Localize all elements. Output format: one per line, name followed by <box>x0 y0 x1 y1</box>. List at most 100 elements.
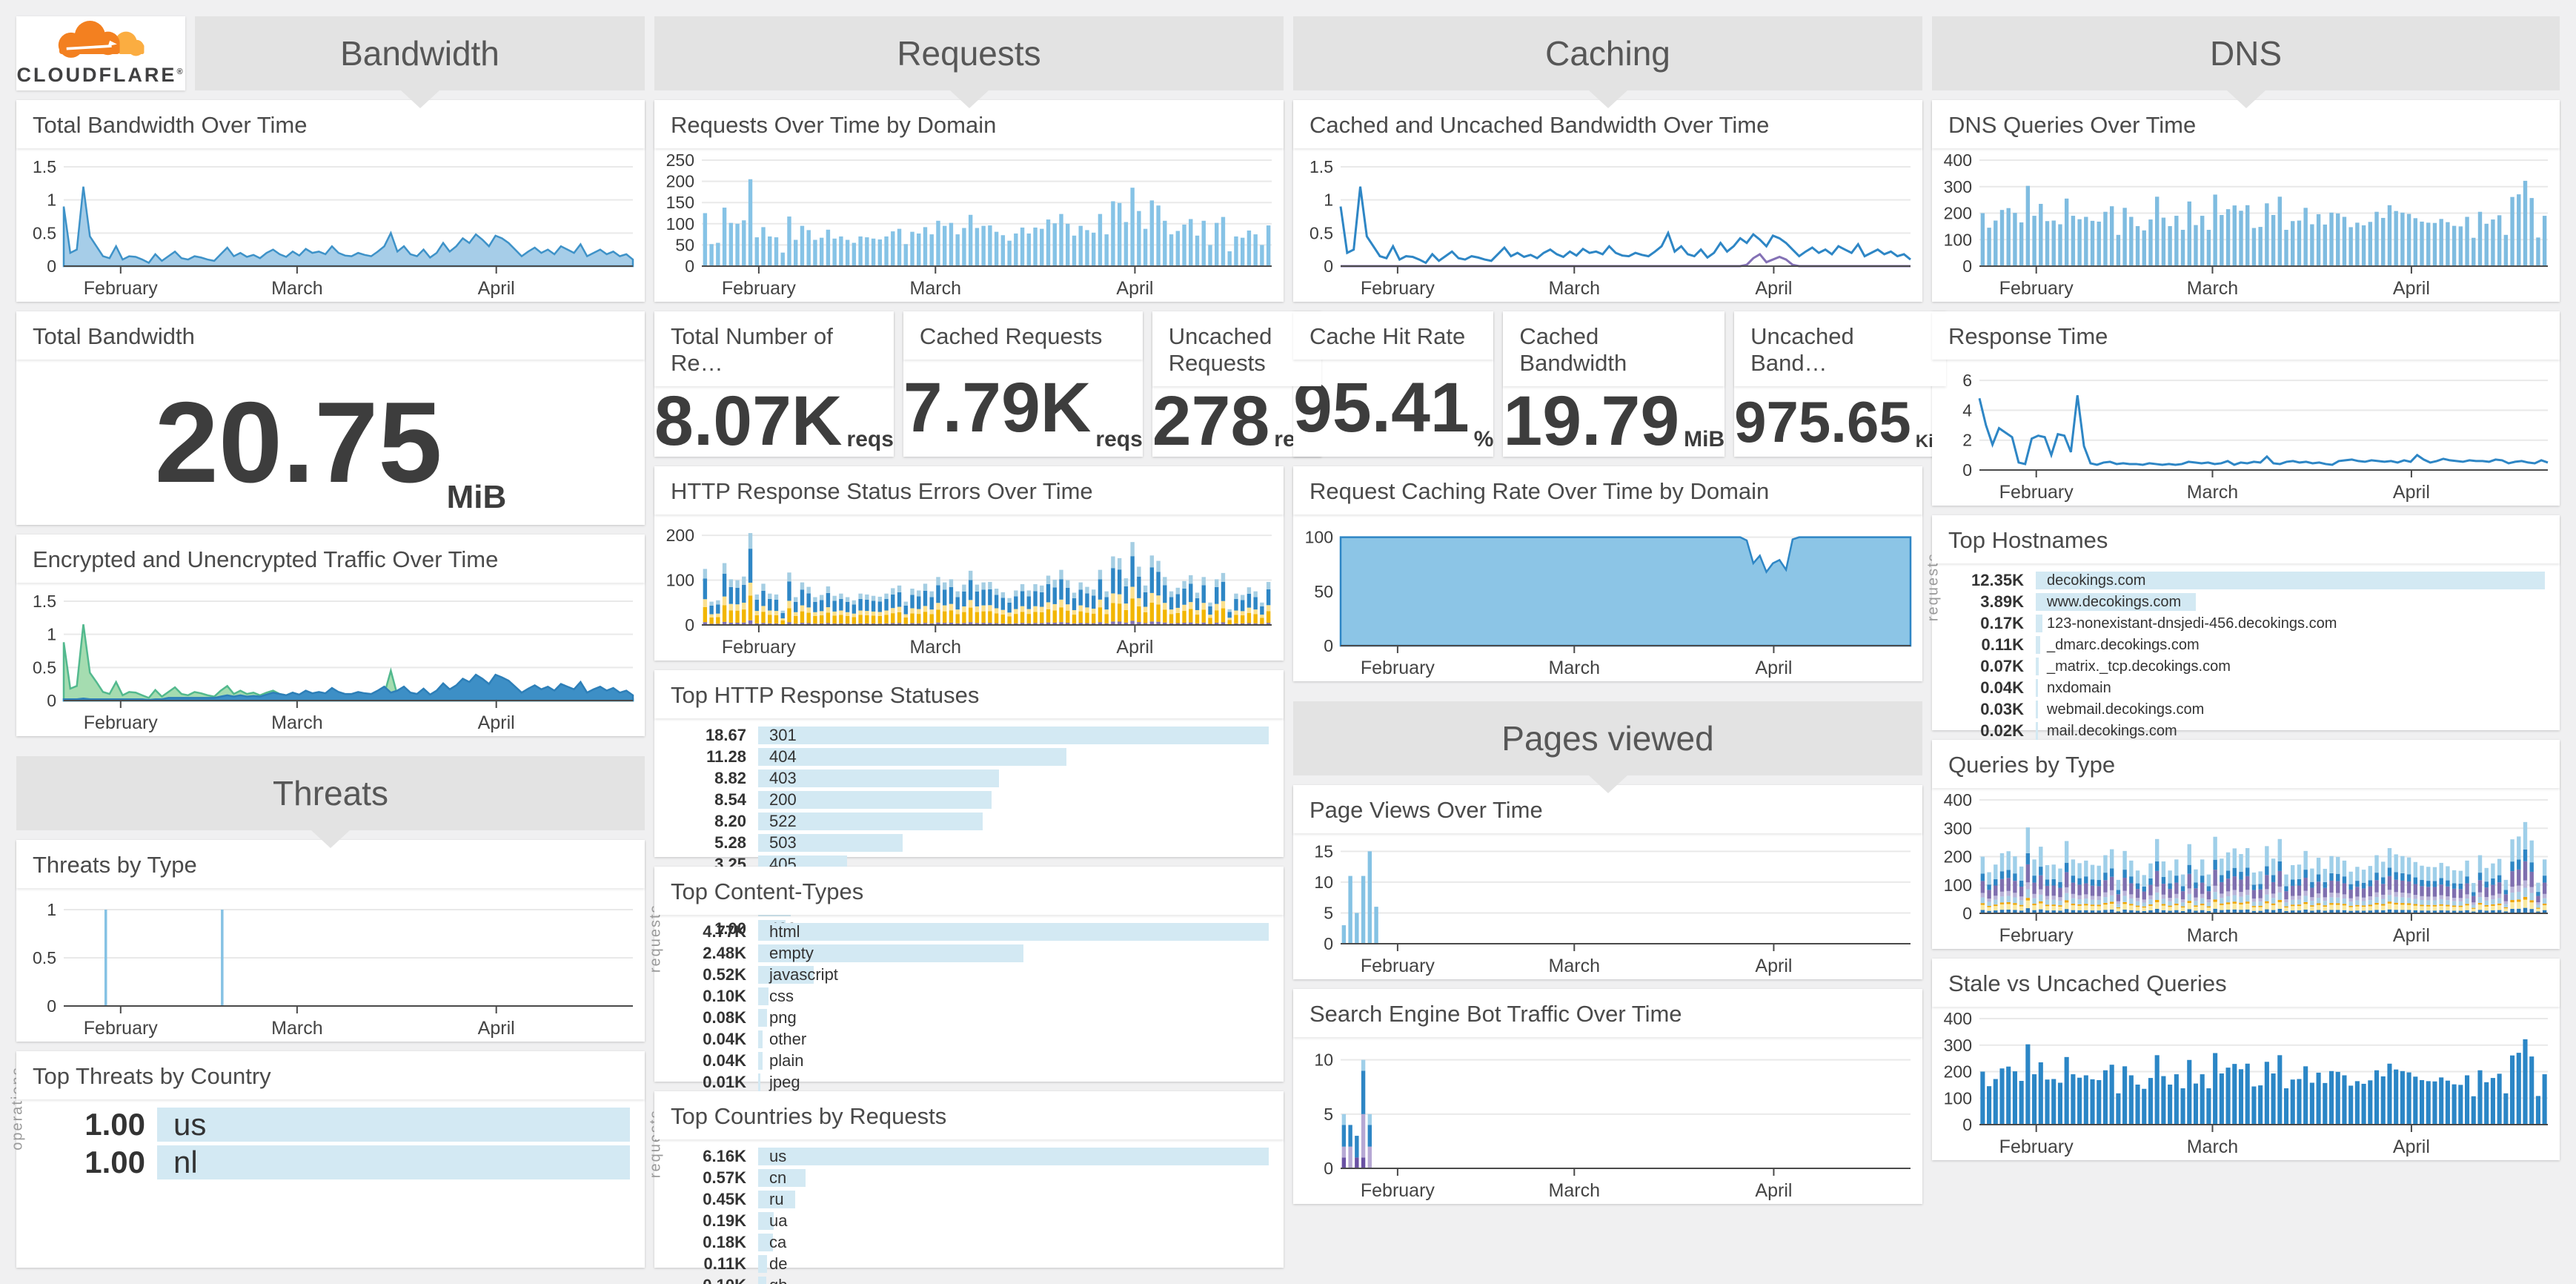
svg-text:4: 4 <box>1962 400 1972 420</box>
list-item[interactable]: 1.00 nl <box>24 1145 630 1180</box>
card-title: Top Threats by Country <box>16 1051 645 1099</box>
list-item[interactable]: 0.08K png <box>662 1008 1269 1027</box>
stat-value: 19.79 <box>1503 382 1680 460</box>
card-total-requests: Total Number of Re… 8.07K reqs <box>654 311 894 457</box>
list-item[interactable]: 0.01K jpeg <box>662 1073 1269 1092</box>
svg-text:February: February <box>84 1018 159 1039</box>
top-hostnames-list[interactable]: requests 12.35K decokings.com 3.89K www.deco… <box>1925 552 2560 783</box>
bot-traffic-stacked-chart[interactable]: 0 5 10 February March April <box>1293 1037 1922 1204</box>
item-label: mail.decokings.com <box>2047 722 2177 739</box>
item-bar <box>758 1052 763 1070</box>
item-value: 11.28 <box>706 747 746 766</box>
stale-queries-bar-chart[interactable]: 0 100 200 300 400 February March April <box>1932 1007 2560 1160</box>
item-bar <box>758 1191 796 1208</box>
svg-text:February: February <box>1999 925 2074 946</box>
list-item[interactable]: 0.45K ru <box>662 1190 1269 1209</box>
svg-text:March: March <box>2187 482 2238 503</box>
svg-text:March: March <box>2187 925 2238 946</box>
svg-text:March: March <box>271 712 322 733</box>
list-item[interactable]: 3.89K www.decokings.com <box>1939 592 2545 612</box>
svg-text:March: March <box>271 1018 322 1039</box>
svg-text:April: April <box>1755 658 1792 678</box>
svg-text:1: 1 <box>1324 191 1333 210</box>
stat-body: 20.75 MiB <box>16 360 645 525</box>
svg-text:April: April <box>1755 278 1792 299</box>
list-item[interactable]: 0.57K cn <box>662 1168 1269 1188</box>
section-header-threats: Threats <box>16 756 645 848</box>
top-statuses-list[interactable]: 18.67 301 11.28 404 8.82 403 8.54 200 8.20 522 5.2… <box>654 718 1284 938</box>
svg-text:February: February <box>1361 1180 1435 1201</box>
list-item[interactable]: 8.20 522 <box>662 812 1269 831</box>
item-label: html <box>769 922 800 941</box>
item-label: jpeg <box>769 1073 800 1091</box>
svg-text:200: 200 <box>1944 204 1972 223</box>
item-label: other <box>769 1030 807 1048</box>
top-content-types-list[interactable]: requests 4.77K html 2.48K empty 0.52K javascri… <box>648 904 1284 1134</box>
encrypted-traffic-area-chart[interactable]: 0 0.5 1 1.5 February March April <box>16 583 645 736</box>
list-item[interactable]: 0.04K nxdomain <box>1939 678 2545 698</box>
list-item[interactable]: 0.07K _matrix._tcp.decokings.com <box>1939 657 2545 676</box>
list-item[interactable]: 0.18K ca <box>662 1233 1269 1252</box>
top-countries-list[interactable]: requests 6.16K us 0.57K cn 0.45K ru 0.19K ua 0.18… <box>648 1109 1284 1284</box>
caching-rate-area-chart[interactable]: 0 50 100 February March April <box>1293 514 1922 681</box>
column-bandwidth: CLOUDFLARE® Bandwidth Total Bandwidth Ov… <box>10 16 645 1268</box>
threats-by-type-bar-chart[interactable]: 0 0.5 1 February March April <box>16 888 645 1042</box>
dns-queries-bar-chart[interactable]: 0 100 200 300 400 February March April <box>1932 148 2560 302</box>
list-item[interactable]: 0.04K plain <box>662 1051 1269 1070</box>
svg-text:10: 10 <box>1314 1050 1333 1070</box>
list-item[interactable]: 0.11K de <box>662 1254 1269 1274</box>
item-bar <box>2036 572 2545 589</box>
card-uncached-requests: Uncached Requests 278reqs <box>1152 311 1321 457</box>
item-label: us <box>173 1107 207 1142</box>
top-threats-by-country-list[interactable]: operations 1.00 us 1.00 nl <box>10 1066 645 1268</box>
list-item[interactable]: 0.02K mail.decokings.com <box>1939 721 2545 741</box>
total-bandwidth-area-chart[interactable]: 0 0.5 1 1.5 February March April <box>16 148 645 302</box>
list-item[interactable]: 0.11K _dmarc.decokings.com <box>1939 635 2545 655</box>
card-top-statuses: Top HTTP Response Statuses 18.67 301 11.28… <box>654 670 1284 938</box>
item-label: www.decokings.com <box>2047 593 2182 610</box>
item-bar <box>758 1277 767 1284</box>
list-item[interactable]: 2.48K empty <box>662 944 1269 963</box>
list-item[interactable]: 8.54 200 <box>662 790 1269 810</box>
svg-text:0: 0 <box>685 257 694 276</box>
card-title: Search Engine Bot Traffic Over Time <box>1293 989 1922 1037</box>
list-item[interactable]: 6.16K us <box>662 1147 1269 1166</box>
list-item[interactable]: 8.82 403 <box>662 769 1269 788</box>
cached-bandwidth-line-chart[interactable]: 0 0.5 1 1.5 February March April <box>1293 148 1922 302</box>
list-item[interactable]: 1.00 us <box>24 1107 630 1142</box>
card-caching-rate: Request Caching Rate Over Time by Domain… <box>1293 466 1922 681</box>
response-time-line-chart[interactable]: 0 2 4 6 February March April <box>1932 360 2560 506</box>
page-views-bar-chart[interactable]: 0 5 10 15 February March April <box>1293 833 1922 979</box>
card-title: Request Caching Rate Over Time by Domain <box>1293 466 1922 514</box>
list-item[interactable]: 12.35K decokings.com <box>1939 571 2545 590</box>
svg-text:February: February <box>722 637 797 658</box>
svg-text:March: March <box>910 278 961 299</box>
queries-by-type-stacked-chart[interactable]: 0 100 200 300 400 February March April <box>1932 788 2560 949</box>
item-bar <box>758 1148 1269 1165</box>
item-label: nl <box>173 1145 198 1179</box>
item-label: 404 <box>769 747 797 766</box>
svg-text:0: 0 <box>1962 1115 1972 1134</box>
cloudflare-cloud-icon <box>58 20 145 58</box>
list-item[interactable]: 18.67 301 <box>662 726 1269 745</box>
list-item[interactable]: 0.19K ua <box>662 1211 1269 1231</box>
svg-text:150: 150 <box>666 193 694 212</box>
requests-bar-chart[interactable]: 0 50 100 150 200 250 February March April <box>654 148 1284 302</box>
http-errors-stacked-chart[interactable]: 0 100 200 February March April <box>654 514 1284 661</box>
list-item[interactable]: 0.10K gb <box>662 1276 1269 1284</box>
item-label: nxdomain <box>2047 679 2111 696</box>
list-item[interactable]: 5.28 503 <box>662 833 1269 853</box>
item-label: ru <box>769 1190 784 1208</box>
list-item[interactable]: 0.17K 123-nonexistant-dnsjedi-456.decokin… <box>1939 614 2545 633</box>
list-item[interactable]: 0.52K javascript <box>662 965 1269 984</box>
item-value: 12.35K <box>1971 571 2024 589</box>
stat-unit: reqs <box>1095 427 1143 451</box>
list-item[interactable]: 11.28 404 <box>662 747 1269 767</box>
item-value: 0.07K <box>1980 657 2024 675</box>
list-item[interactable]: 0.03K webmail.decokings.com <box>1939 700 2545 719</box>
card-title: Uncached Band… <box>1734 311 1947 386</box>
list-item[interactable]: 4.77K html <box>662 922 1269 942</box>
svg-text:100: 100 <box>1944 876 1972 895</box>
list-item[interactable]: 0.04K other <box>662 1030 1269 1049</box>
list-item[interactable]: 0.10K css <box>662 987 1269 1006</box>
